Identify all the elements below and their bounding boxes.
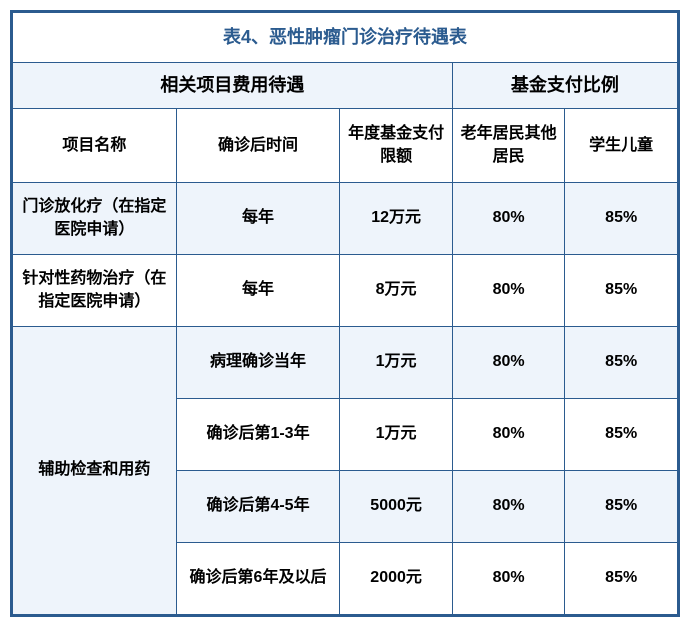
col-header-elderly: 老年居民其他居民 — [452, 109, 565, 183]
cell-time: 确诊后第4-5年 — [176, 471, 340, 543]
cell-item: 门诊放化疗（在指定医院申请） — [13, 183, 177, 255]
cell-student: 85% — [565, 543, 678, 615]
cell-limit: 8万元 — [340, 255, 453, 327]
table-row: 辅助检查和用药 病理确诊当年 1万元 80% 85% — [13, 327, 678, 399]
cell-student: 85% — [565, 399, 678, 471]
cell-elderly: 80% — [452, 327, 565, 399]
cell-elderly: 80% — [452, 471, 565, 543]
benefits-table: 表4、恶性肿瘤门诊治疗待遇表 相关项目费用待遇 基金支付比例 项目名称 确诊后时… — [10, 10, 680, 617]
group-header-right: 基金支付比例 — [452, 63, 677, 109]
table-row: 针对性药物治疗（在指定医院申请） 每年 8万元 80% 85% — [13, 255, 678, 327]
cell-item: 针对性药物治疗（在指定医院申请） — [13, 255, 177, 327]
table: 表4、恶性肿瘤门诊治疗待遇表 相关项目费用待遇 基金支付比例 项目名称 确诊后时… — [12, 12, 678, 615]
title-row: 表4、恶性肿瘤门诊治疗待遇表 — [13, 13, 678, 63]
cell-student: 85% — [565, 255, 678, 327]
cell-student: 85% — [565, 327, 678, 399]
group-header-row: 相关项目费用待遇 基金支付比例 — [13, 63, 678, 109]
col-header-time: 确诊后时间 — [176, 109, 340, 183]
group-header-left: 相关项目费用待遇 — [13, 63, 453, 109]
col-header-item: 项目名称 — [13, 109, 177, 183]
cell-time: 确诊后第1-3年 — [176, 399, 340, 471]
cell-limit: 12万元 — [340, 183, 453, 255]
cell-limit: 2000元 — [340, 543, 453, 615]
cell-time: 每年 — [176, 255, 340, 327]
col-header-student: 学生儿童 — [565, 109, 678, 183]
column-header-row: 项目名称 确诊后时间 年度基金支付限额 老年居民其他居民 学生儿童 — [13, 109, 678, 183]
cell-limit: 1万元 — [340, 399, 453, 471]
cell-elderly: 80% — [452, 255, 565, 327]
table-row: 门诊放化疗（在指定医院申请） 每年 12万元 80% 85% — [13, 183, 678, 255]
cell-limit: 1万元 — [340, 327, 453, 399]
cell-time: 确诊后第6年及以后 — [176, 543, 340, 615]
cell-elderly: 80% — [452, 183, 565, 255]
cell-student: 85% — [565, 183, 678, 255]
cell-item: 辅助检查和用药 — [13, 327, 177, 615]
cell-time: 每年 — [176, 183, 340, 255]
col-header-limit: 年度基金支付限额 — [340, 109, 453, 183]
cell-elderly: 80% — [452, 399, 565, 471]
cell-elderly: 80% — [452, 543, 565, 615]
table-title: 表4、恶性肿瘤门诊治疗待遇表 — [13, 13, 678, 63]
cell-limit: 5000元 — [340, 471, 453, 543]
cell-student: 85% — [565, 471, 678, 543]
cell-time: 病理确诊当年 — [176, 327, 340, 399]
